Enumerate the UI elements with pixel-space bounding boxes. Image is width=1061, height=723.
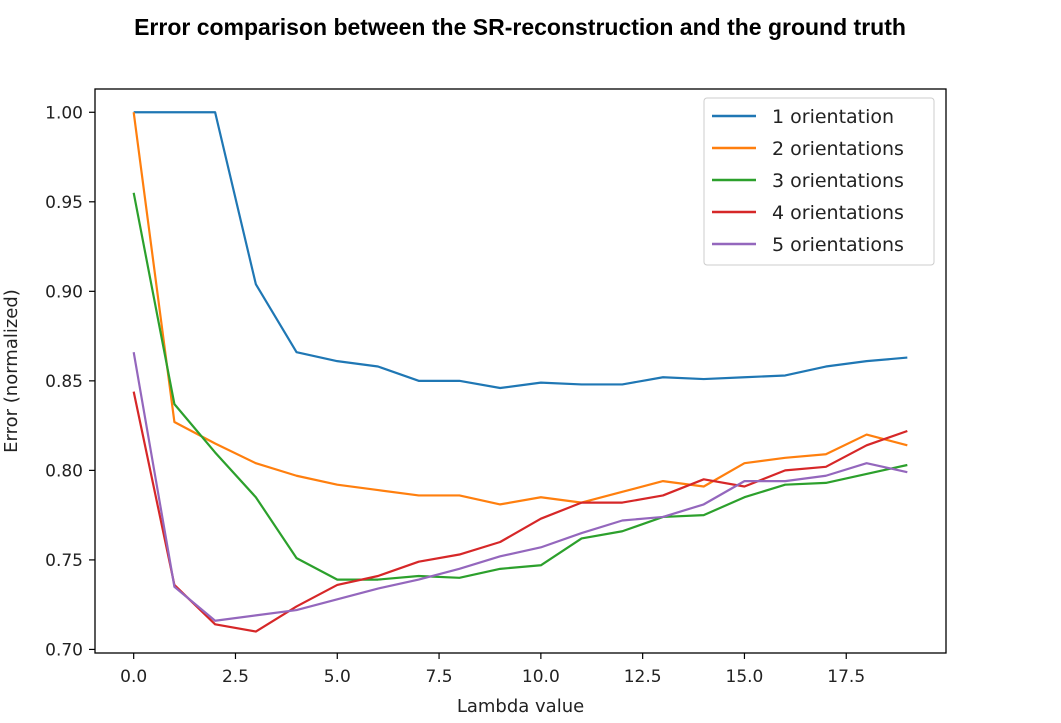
series-line-5 — [132, 352, 908, 622]
x-tick-label: 15.0 — [726, 667, 764, 687]
x-tick-label: 2.5 — [222, 667, 249, 687]
plot-frame — [94, 88, 947, 654]
series-line-4 — [132, 391, 908, 633]
legend-label: 4 orientations — [772, 202, 904, 224]
legend: 1 orientation 2 orientations 3 orientation… — [703, 97, 935, 266]
y-tick-label: 1.00 — [45, 103, 83, 123]
x-tick-label: 17.5 — [827, 667, 865, 687]
x-tick-label: 0.0 — [120, 667, 147, 687]
series-line-3 — [132, 192, 908, 581]
y-tick-label: 0.75 — [45, 551, 83, 571]
y-tick-label: 0.95 — [45, 193, 83, 213]
series-lines — [132, 111, 908, 633]
legend-label: 1 orientation — [772, 106, 894, 128]
series-line-2 — [132, 112, 908, 506]
y-tick-label: 0.90 — [45, 282, 83, 302]
x-tick-label: 7.5 — [426, 667, 453, 687]
legend-label: 3 orientations — [772, 170, 904, 192]
y-tick-label: 0.85 — [45, 372, 83, 392]
x-tick-label: 10.0 — [522, 667, 560, 687]
y-axis-label: Error (normalized) — [1, 289, 22, 453]
axis-ticks: 0.0 2.5 5.0 7.5 10.0 12.5 15.0 17.5 0.70 0.75 0.80… — [45, 103, 865, 687]
legend-box — [703, 97, 935, 266]
legend-label: 5 orientations — [772, 234, 904, 256]
series-line-1 — [133, 111, 908, 390]
x-axis-label: Lambda value — [457, 696, 584, 717]
y-tick-label: 0.80 — [45, 461, 83, 481]
legend-label: 2 orientations — [772, 138, 904, 160]
y-tick-label: 0.70 — [45, 640, 83, 660]
chart-title: Error comparison between the SR-reconstr… — [134, 14, 906, 40]
x-tick-label: 12.5 — [624, 667, 662, 687]
x-tick-label: 5.0 — [324, 667, 351, 687]
